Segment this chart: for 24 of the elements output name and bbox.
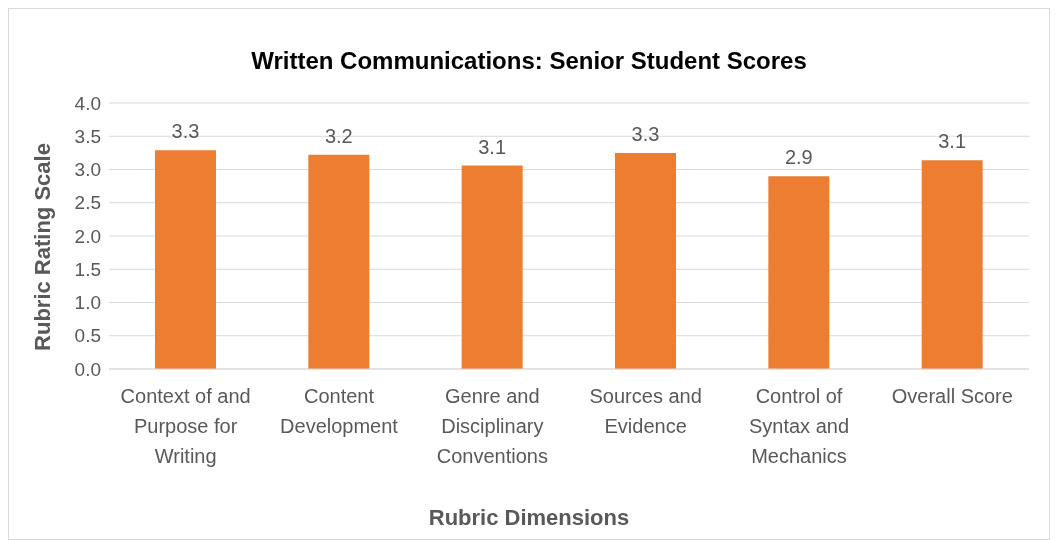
y-tick-label: 0.0 bbox=[74, 358, 101, 380]
x-tick-label: Genre and Disciplinary Conventions bbox=[436, 385, 548, 467]
y-axis-title: Rubric Rating Scale bbox=[30, 143, 56, 351]
x-tick-label: Context of and Purpose for Writing bbox=[120, 385, 251, 467]
y-tick-label: 2.5 bbox=[74, 192, 101, 214]
x-axis-title: Rubric Dimensions bbox=[427, 505, 631, 531]
y-tick-label: 2.0 bbox=[74, 225, 101, 247]
data-label: 3.1 bbox=[478, 135, 507, 158]
data-label: 3.1 bbox=[938, 130, 967, 153]
y-tick-label: 1.0 bbox=[74, 292, 101, 314]
data-label: 3.3 bbox=[171, 120, 200, 143]
data-label: 3.3 bbox=[631, 122, 660, 145]
x-tick-label: Control of Syntax and Mechanics bbox=[748, 385, 850, 467]
data-label: 3.2 bbox=[324, 124, 353, 147]
y-tick-label: 3.0 bbox=[74, 159, 101, 181]
data-label: 2.9 bbox=[784, 146, 813, 169]
y-tick-label: 4.0 bbox=[74, 92, 101, 114]
y-tick-label: 0.5 bbox=[74, 325, 101, 347]
y-tick-label: 1.5 bbox=[74, 258, 101, 280]
chart-title: Written Communications: Senior Student Scores bbox=[250, 47, 808, 75]
y-tick-label: 3.5 bbox=[74, 125, 101, 147]
x-tick-label: Content Development bbox=[280, 385, 399, 437]
x-tick-label: Overall Score bbox=[891, 385, 1013, 407]
x-tick-label: Sources and Evidence bbox=[589, 385, 702, 437]
